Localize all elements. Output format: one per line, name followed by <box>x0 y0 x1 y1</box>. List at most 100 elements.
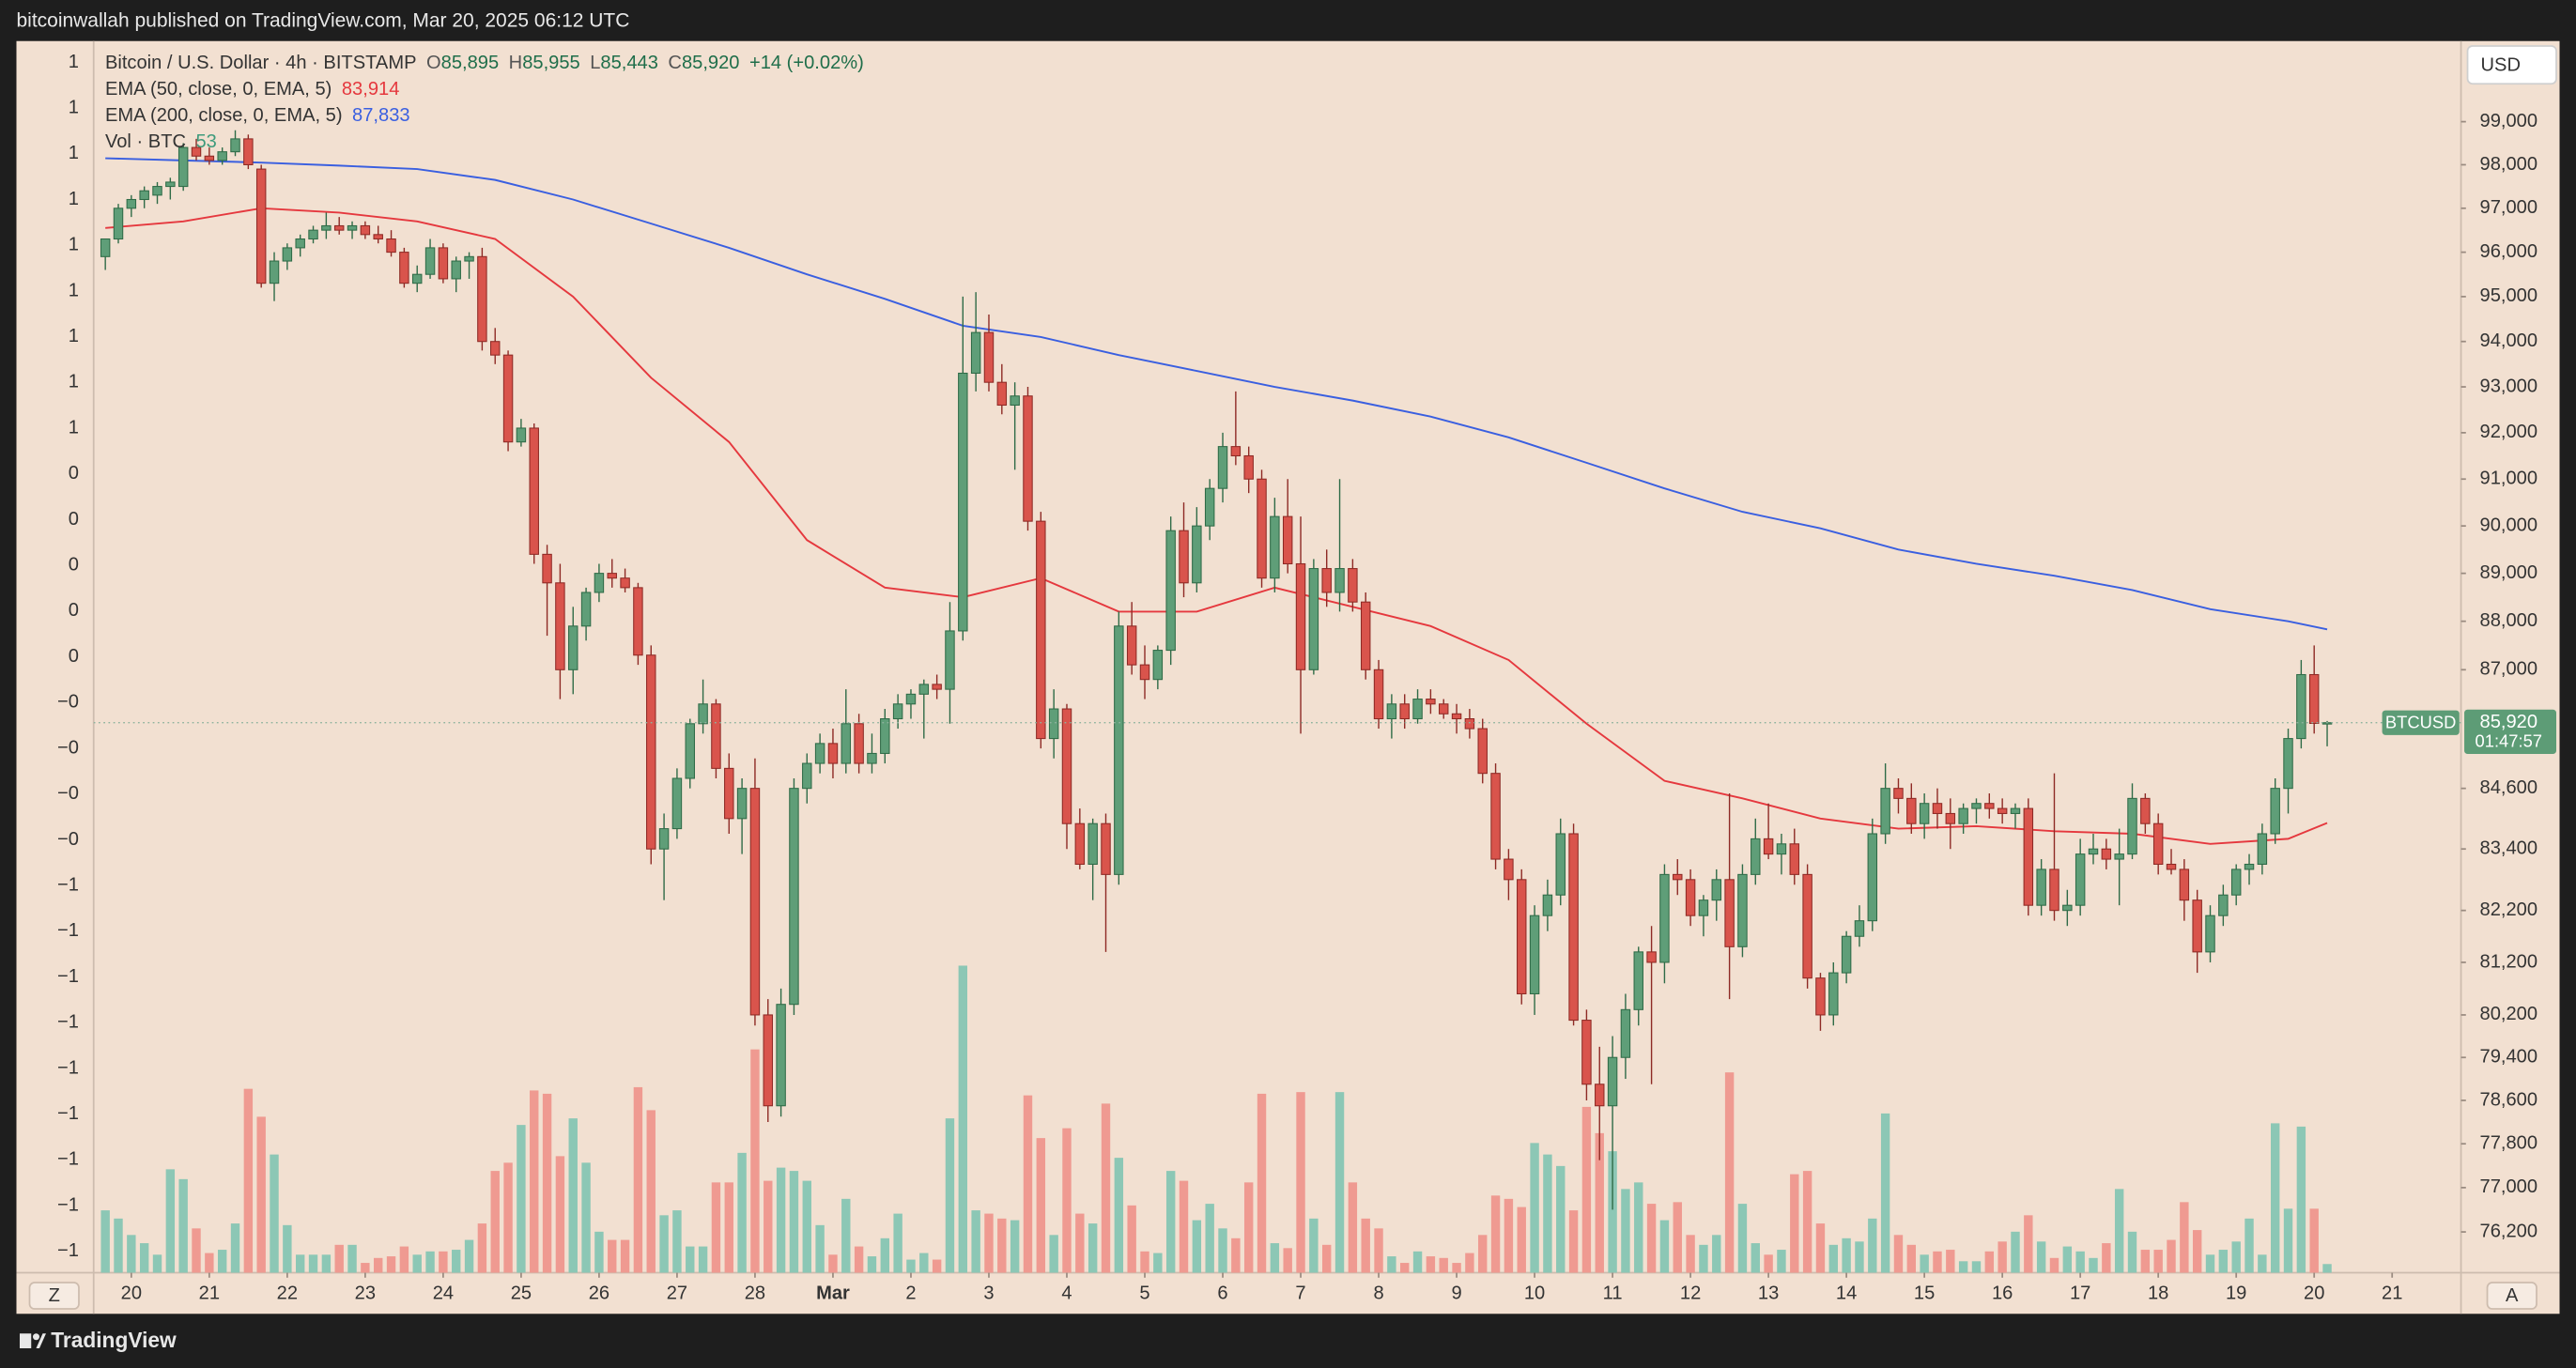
left-axis-label: −0 <box>57 829 79 850</box>
volume-bar <box>530 1090 539 1273</box>
candle-body <box>1412 699 1423 720</box>
volume-bar <box>1465 1253 1474 1273</box>
x-tick-label: 14 <box>1836 1283 1857 1304</box>
volume-bar <box>2309 1208 2319 1273</box>
volume-bar <box>205 1253 214 1273</box>
left-axis-label: −1 <box>57 874 79 895</box>
volume-bar <box>1334 1092 1345 1273</box>
volume-bar <box>1478 1235 1488 1273</box>
candle-body <box>321 224 332 231</box>
candle-body <box>1243 454 1254 480</box>
candle-body <box>2166 863 2177 870</box>
auto-button[interactable] <box>2486 1282 2537 1310</box>
candle-body <box>2062 904 2073 912</box>
axes-layer: 11111111100000−0−0−0−0−1−1−1−1−1−1−1−1−1… <box>57 52 2557 1304</box>
volume-bar <box>1958 1261 1968 1273</box>
candle-body <box>1204 487 1215 527</box>
volume-bar <box>1049 1235 1058 1273</box>
ohlc-value: 85,920 <box>682 54 740 74</box>
x-tick-label: 19 <box>2226 1283 2246 1304</box>
volume-bar <box>217 1250 227 1273</box>
volume-bar <box>1231 1237 1241 1273</box>
volume-bar <box>1165 1171 1176 1273</box>
legend-ema200: EMA (200, close, 0, EMA, 5) 87,833 <box>105 105 410 126</box>
volume-bar <box>997 1218 1007 1273</box>
volume-bar <box>1751 1243 1760 1273</box>
candle-body <box>1152 650 1164 681</box>
y-tick-label: 80,200 <box>2480 1004 2538 1024</box>
volume-bar <box>1737 1204 1748 1273</box>
auto-label[interactable]: A <box>2506 1285 2519 1306</box>
volume-bar <box>1062 1128 1072 1273</box>
volume-bar <box>1412 1251 1423 1273</box>
y-tick-label: 87,000 <box>2480 659 2538 680</box>
x-tick-label: 24 <box>433 1283 454 1304</box>
candle-body <box>438 247 449 280</box>
legend-value: 83,914 <box>342 80 400 100</box>
currency-button[interactable] <box>2466 45 2557 85</box>
volume-bar <box>1023 1095 1033 1273</box>
volume-bar <box>152 1254 162 1273</box>
x-tick-label: 7 <box>1295 1283 1305 1304</box>
x-tick-label: 23 <box>355 1283 376 1304</box>
candle-body <box>1438 703 1449 715</box>
volume-bar <box>1192 1220 1202 1273</box>
candle-body <box>126 198 137 209</box>
volume-bar <box>2127 1231 2137 1273</box>
candle-body <box>1906 797 1917 824</box>
volume-bar <box>270 1154 279 1273</box>
volume-layer <box>100 965 2332 1273</box>
candle-body <box>2152 822 2164 866</box>
candle-body <box>1698 899 1709 916</box>
volume-bar <box>776 1167 786 1273</box>
legend-value: 53 <box>196 131 217 152</box>
volume-bar <box>1595 1132 1604 1273</box>
volume-bar <box>841 1198 851 1273</box>
zoom-button[interactable] <box>28 1282 80 1310</box>
volume-bar <box>1387 1256 1396 1273</box>
volume-bar <box>1322 1244 1332 1273</box>
volume-bar <box>1036 1138 1046 1273</box>
candle-body <box>360 224 371 236</box>
candle-body <box>451 260 461 280</box>
currency-label[interactable]: USD <box>2481 54 2521 75</box>
left-axis-label: 1 <box>69 97 79 117</box>
volume-bar <box>1868 1218 1877 1273</box>
candle-body <box>1517 879 1527 994</box>
x-tick-label: 26 <box>589 1283 609 1304</box>
logo-part <box>36 1333 46 1349</box>
volume-bar <box>347 1244 357 1273</box>
volume-bar <box>1790 1174 1799 1273</box>
x-tick-label: 17 <box>2070 1283 2090 1304</box>
volume-bar <box>1764 1254 1773 1273</box>
left-axis-label: 1 <box>69 417 79 438</box>
volume-bar <box>412 1254 422 1273</box>
volume-bar <box>439 1251 448 1273</box>
candle-body <box>996 381 1008 407</box>
candle-body <box>1932 803 1943 814</box>
candle-body <box>243 138 254 165</box>
candle-body <box>191 146 202 157</box>
candle-body <box>2244 863 2255 870</box>
candle-body <box>1711 879 1721 901</box>
volume-bar <box>906 1259 916 1273</box>
left-axis-label: −1 <box>57 1057 79 1078</box>
candle-body <box>1165 530 1176 652</box>
volume-bar <box>1543 1154 1552 1273</box>
x-tick-label: 4 <box>1061 1283 1072 1304</box>
volume-bar <box>2244 1218 2254 1273</box>
volume-bar <box>178 1178 188 1273</box>
candle-body <box>2088 848 2099 855</box>
candle-body <box>671 777 683 830</box>
candle-body <box>1971 803 1982 809</box>
zoom-label[interactable]: Z <box>49 1285 60 1306</box>
candle-body <box>1230 446 1242 457</box>
volume-bar <box>477 1223 487 1273</box>
candle-body <box>2192 899 2202 953</box>
volume-bar <box>1361 1218 1370 1273</box>
volume-bar <box>1400 1263 1410 1273</box>
candle-body <box>2218 894 2229 916</box>
x-tick-label: 21 <box>2382 1283 2402 1304</box>
legend-ema50: EMA (50, close, 0, EMA, 5) 83,914 <box>105 80 399 100</box>
candle-body <box>411 273 423 284</box>
